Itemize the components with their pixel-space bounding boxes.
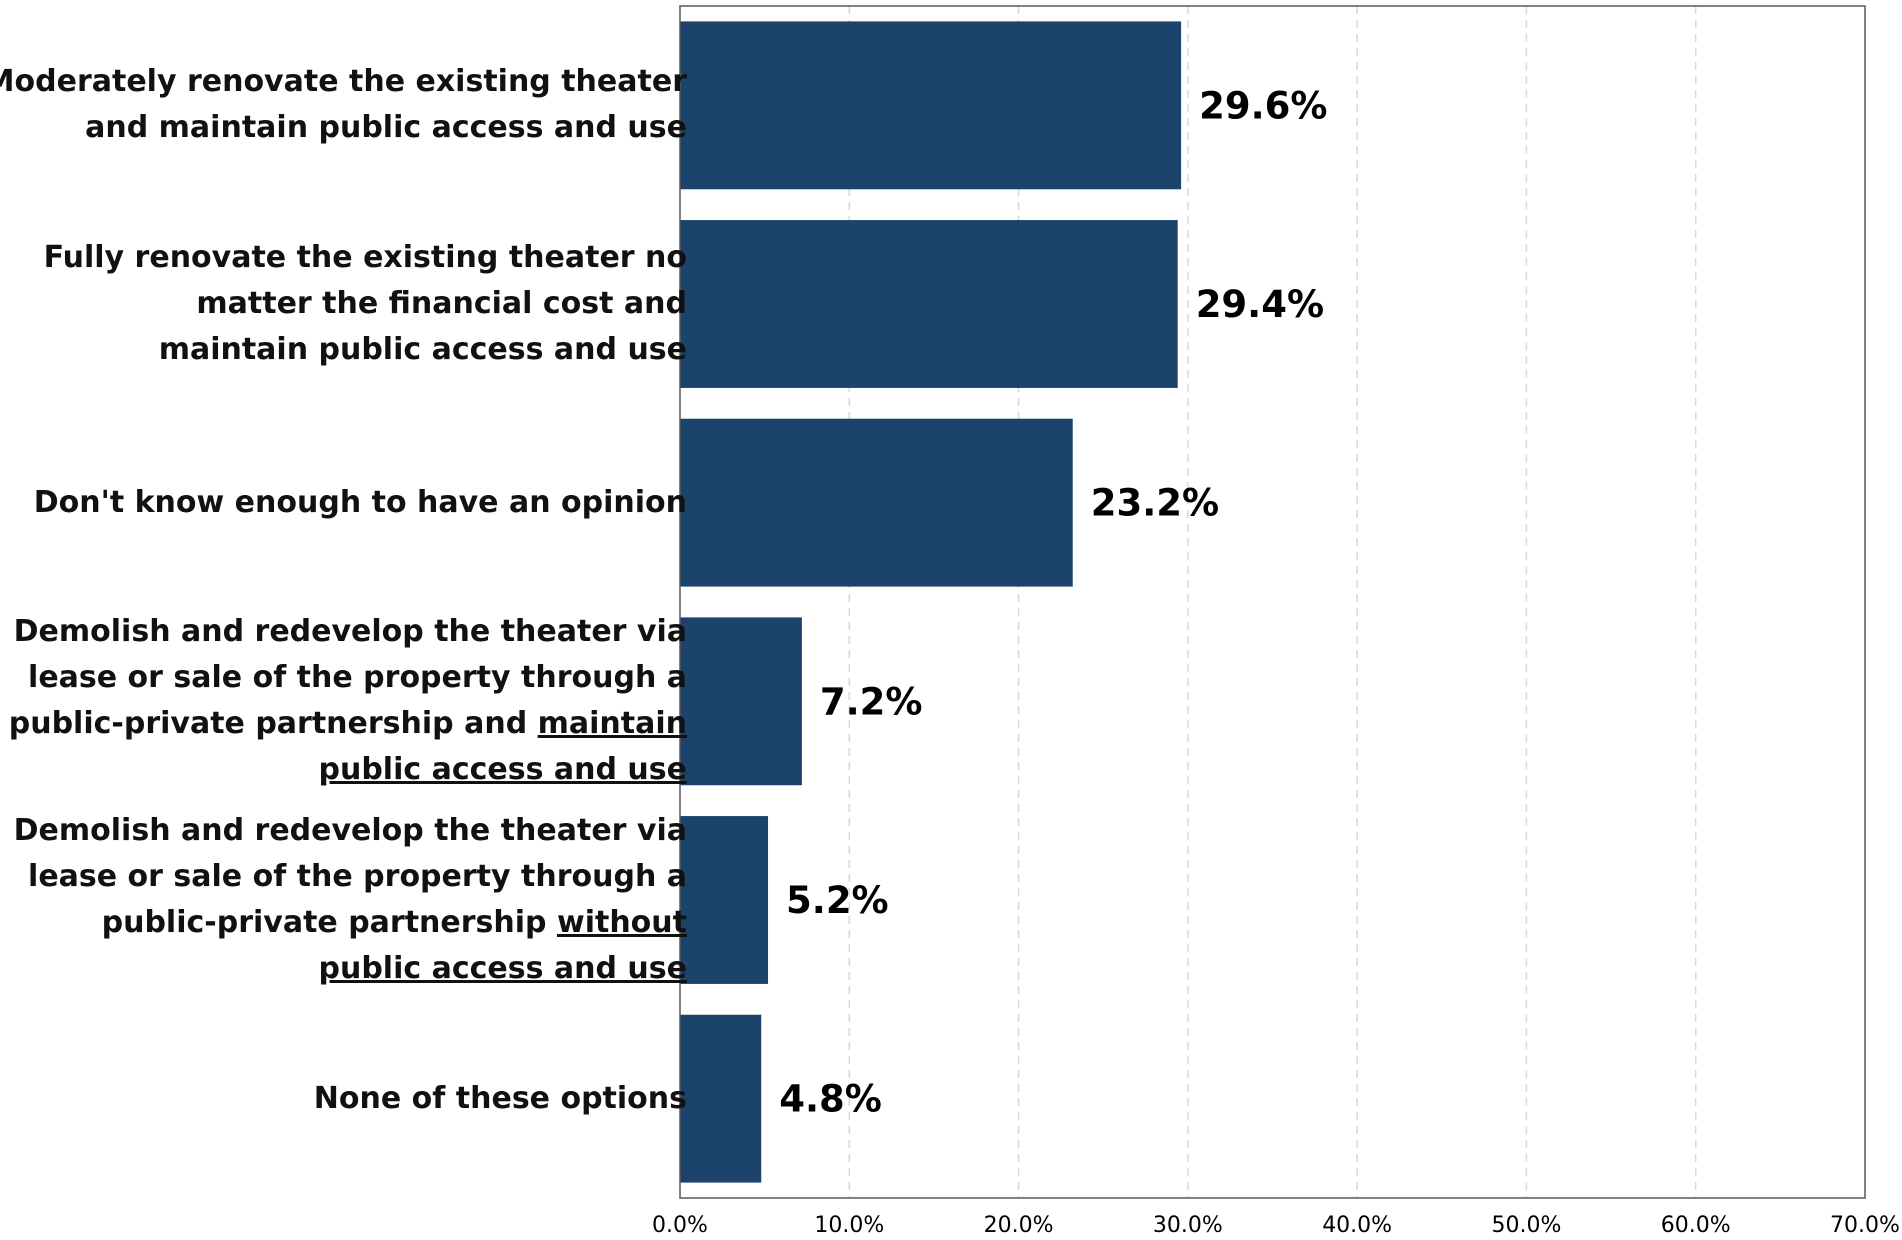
x-tick-label-0: 0.0% <box>652 1213 708 1235</box>
x-tick-label-6: 60.0% <box>1661 1213 1731 1235</box>
data-label-3: 23.2% <box>1091 482 1219 525</box>
category-label-1: Moderately renovate the existing theater… <box>0 59 687 151</box>
category-label-line: lease or sale of the property through a <box>9 655 687 701</box>
category-label-line: Don't know enough to have an opinion <box>34 480 687 526</box>
category-label-text: Demolish and redevelop the theater via <box>13 614 687 650</box>
category-label-line: maintain public access and use <box>44 327 687 373</box>
category-label-line: matter the financial cost and <box>44 281 687 327</box>
x-tick-label-3: 30.0% <box>1153 1213 1223 1235</box>
category-label-line: public access and use <box>14 946 688 992</box>
category-label-text: matter the financial cost and <box>196 286 687 321</box>
category-label-line: Demolish and redevelop the theater via <box>14 808 687 854</box>
category-label-6: None of these options <box>314 1076 687 1122</box>
x-tick-label-5: 50.0% <box>1491 1213 1561 1235</box>
category-label-text: public-private partnership and <box>8 706 538 742</box>
category-label-line: Moderately renovate the existing theater <box>0 59 687 105</box>
category-label-text: lease or sale of the property through a <box>28 859 687 894</box>
category-label-text: Fully renovate the existing theater no <box>43 240 687 275</box>
x-tick-label-1: 10.0% <box>814 1213 884 1235</box>
category-label-line: public-private partnership without <box>14 900 687 946</box>
category-label-underlined: without <box>556 905 687 940</box>
plot-border <box>679 5 1866 1199</box>
category-label-underlined: maintain <box>537 706 687 742</box>
category-label-3: Don't know enough to have an opinion <box>34 480 687 526</box>
bar-6 <box>680 1014 762 1183</box>
bar-4 <box>680 617 802 786</box>
category-label-text: Moderately renovate the existing theater <box>0 64 687 100</box>
category-label-line: None of these options <box>314 1076 687 1122</box>
category-label-4: Demolish and redevelop the theater via le… <box>9 609 687 793</box>
data-label-1: 29.6% <box>1199 84 1327 127</box>
x-tick-label-4: 40.0% <box>1322 1213 1392 1235</box>
category-label-underlined: public access and use <box>318 951 688 986</box>
bar-2 <box>680 220 1178 388</box>
category-label-text: and maintain public access and use <box>85 110 687 146</box>
plot-area <box>680 6 1865 1198</box>
category-label-2: Fully renovate the existing theater no ma… <box>44 235 687 373</box>
category-label-line: public-private partnership and maintain <box>9 701 687 747</box>
data-label-4: 7.2% <box>820 680 923 723</box>
x-tick-label-7: 70.0% <box>1830 1213 1900 1235</box>
category-label-text: None of these options <box>313 1080 687 1116</box>
bar-1 <box>680 21 1182 190</box>
data-label-2: 29.4% <box>1196 283 1324 326</box>
category-label-5: Demolish and redevelop the theater via le… <box>14 808 687 992</box>
category-label-line: lease or sale of the property through a <box>14 854 687 900</box>
bar-5 <box>680 816 769 984</box>
x-tick-label-2: 20.0% <box>984 1213 1054 1235</box>
category-label-underlined: public access and use <box>318 752 688 788</box>
category-label-line: public access and use <box>9 747 688 793</box>
category-label-text: public-private partnership <box>101 905 557 940</box>
category-label-text: lease or sale of the property through a <box>28 660 687 696</box>
data-label-6: 4.8% <box>779 1078 882 1121</box>
category-label-text: maintain public access and use <box>158 332 687 367</box>
category-label-line: and maintain public access and use <box>0 105 687 151</box>
category-label-text: Demolish and redevelop the theater via <box>13 813 687 848</box>
category-label-line: Demolish and redevelop the theater via <box>9 609 687 655</box>
category-label-line: Fully renovate the existing theater no <box>44 235 687 281</box>
bar-3 <box>680 418 1073 587</box>
category-label-text: Don't know enough to have an opinion <box>33 484 687 520</box>
data-label-5: 5.2% <box>786 879 889 922</box>
